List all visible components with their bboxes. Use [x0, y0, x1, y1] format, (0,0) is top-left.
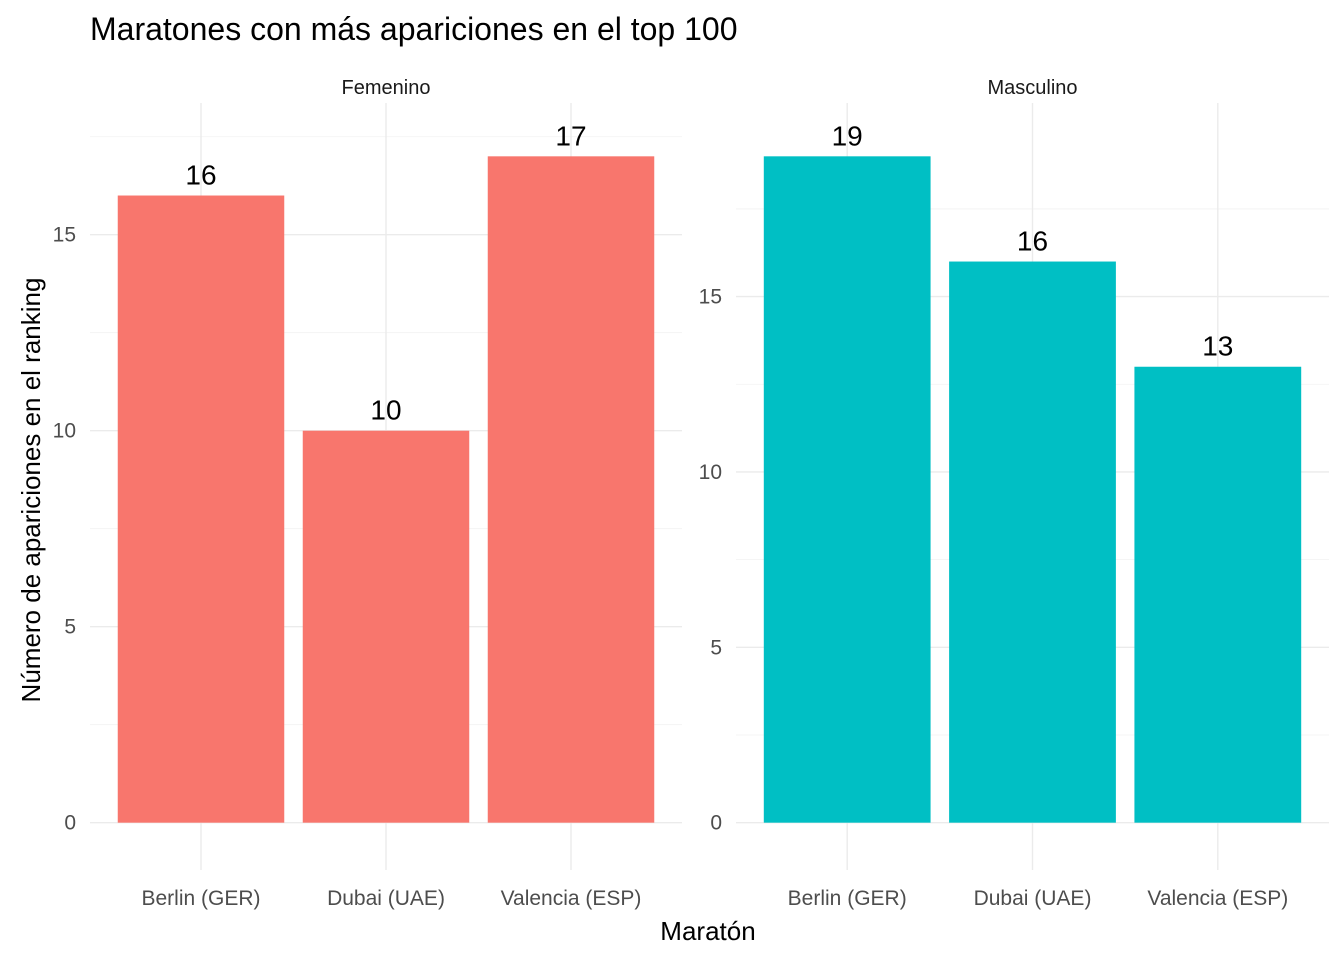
y-tick-label: 0 [710, 812, 722, 835]
y-axis-title: Número de apariciones en el ranking [16, 278, 46, 703]
bar-berlin-ger[interactable] [117, 195, 285, 823]
y-tick-label: 5 [64, 616, 76, 639]
x-tick-label: Berlin (GER) [788, 887, 907, 910]
x-axis-title: Maratón [660, 916, 755, 946]
x-tick-label: Valencia (ESP) [501, 887, 642, 910]
y-tick-label: 5 [710, 636, 722, 659]
facet-panel-masculino: Masculino 0 5 10 15 19 Berlin (GER) 16 Dubai (UA… [699, 77, 1329, 910]
x-tick-label: Berlin (GER) [141, 887, 260, 910]
x-tick-label: Dubai (UAE) [974, 887, 1092, 910]
y-tick-label: 0 [64, 812, 76, 835]
facet-panel-femenino: Femenino 0 5 10 15 16 Berlin (GER) 10 Dubai (UAE… [53, 77, 682, 910]
facet-panels: Femenino 0 5 10 15 16 Berlin (GER) 10 Dubai (UAE… [53, 77, 1329, 910]
bar-berlin-ger[interactable] [763, 156, 931, 823]
data-label: 16 [185, 160, 216, 191]
data-label: 13 [1202, 331, 1233, 362]
data-label: 16 [1017, 226, 1048, 257]
data-label: 10 [370, 395, 401, 426]
y-tick-label: 15 [699, 286, 722, 309]
x-tick-label: Valencia (ESP) [1147, 887, 1288, 910]
bar-dubai-uae[interactable] [302, 430, 470, 823]
facet-strip-label: Masculino [987, 77, 1077, 99]
data-label: 19 [832, 120, 863, 151]
data-label: 17 [555, 120, 586, 151]
x-tick-label: Dubai (UAE) [327, 887, 445, 910]
y-tick-label: 10 [53, 420, 76, 443]
bar-valencia-esp[interactable] [1134, 366, 1302, 823]
bar-valencia-esp[interactable] [487, 156, 655, 823]
y-tick-label: 15 [53, 224, 76, 247]
facet-strip-label: Femenino [342, 77, 431, 99]
chart-title: Maratones con más apariciones en el top … [90, 11, 738, 47]
y-tick-label: 10 [699, 461, 722, 484]
bar-dubai-uae[interactable] [949, 261, 1116, 823]
